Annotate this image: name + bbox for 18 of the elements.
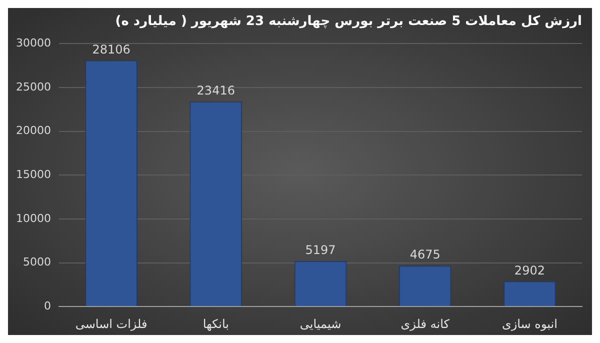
y-tick-label: 20000 [16,124,51,138]
y-tick-label: 25000 [16,80,51,94]
data-label: 23416 [196,83,235,98]
data-label: 28106 [92,42,130,56]
y-tick-label: 0 [44,299,51,312]
data-label: 2902 [514,263,545,278]
chart-title: ارزش کل معاملات 5 صنعت برتر بورس چهارشنبه 23 شهریور ( میلیارد ه) [115,14,582,30]
y-tick-label: 30000 [16,36,51,50]
x-tick-label: کانه فلزی [400,316,450,331]
x-tick-label: شیمیایی [300,316,342,331]
y-tick-label: 15000 [16,168,51,181]
y-tick-label: 10000 [16,212,51,225]
y-tick-label: 5000 [22,256,51,269]
x-tick-label: فلزات اساسی [75,316,148,331]
x-tick-label: انبوه سازی [502,316,558,331]
data-label: 4675 [410,248,440,262]
x-tick-label: بانکها [202,316,229,331]
data-label: 5197 [305,243,336,258]
